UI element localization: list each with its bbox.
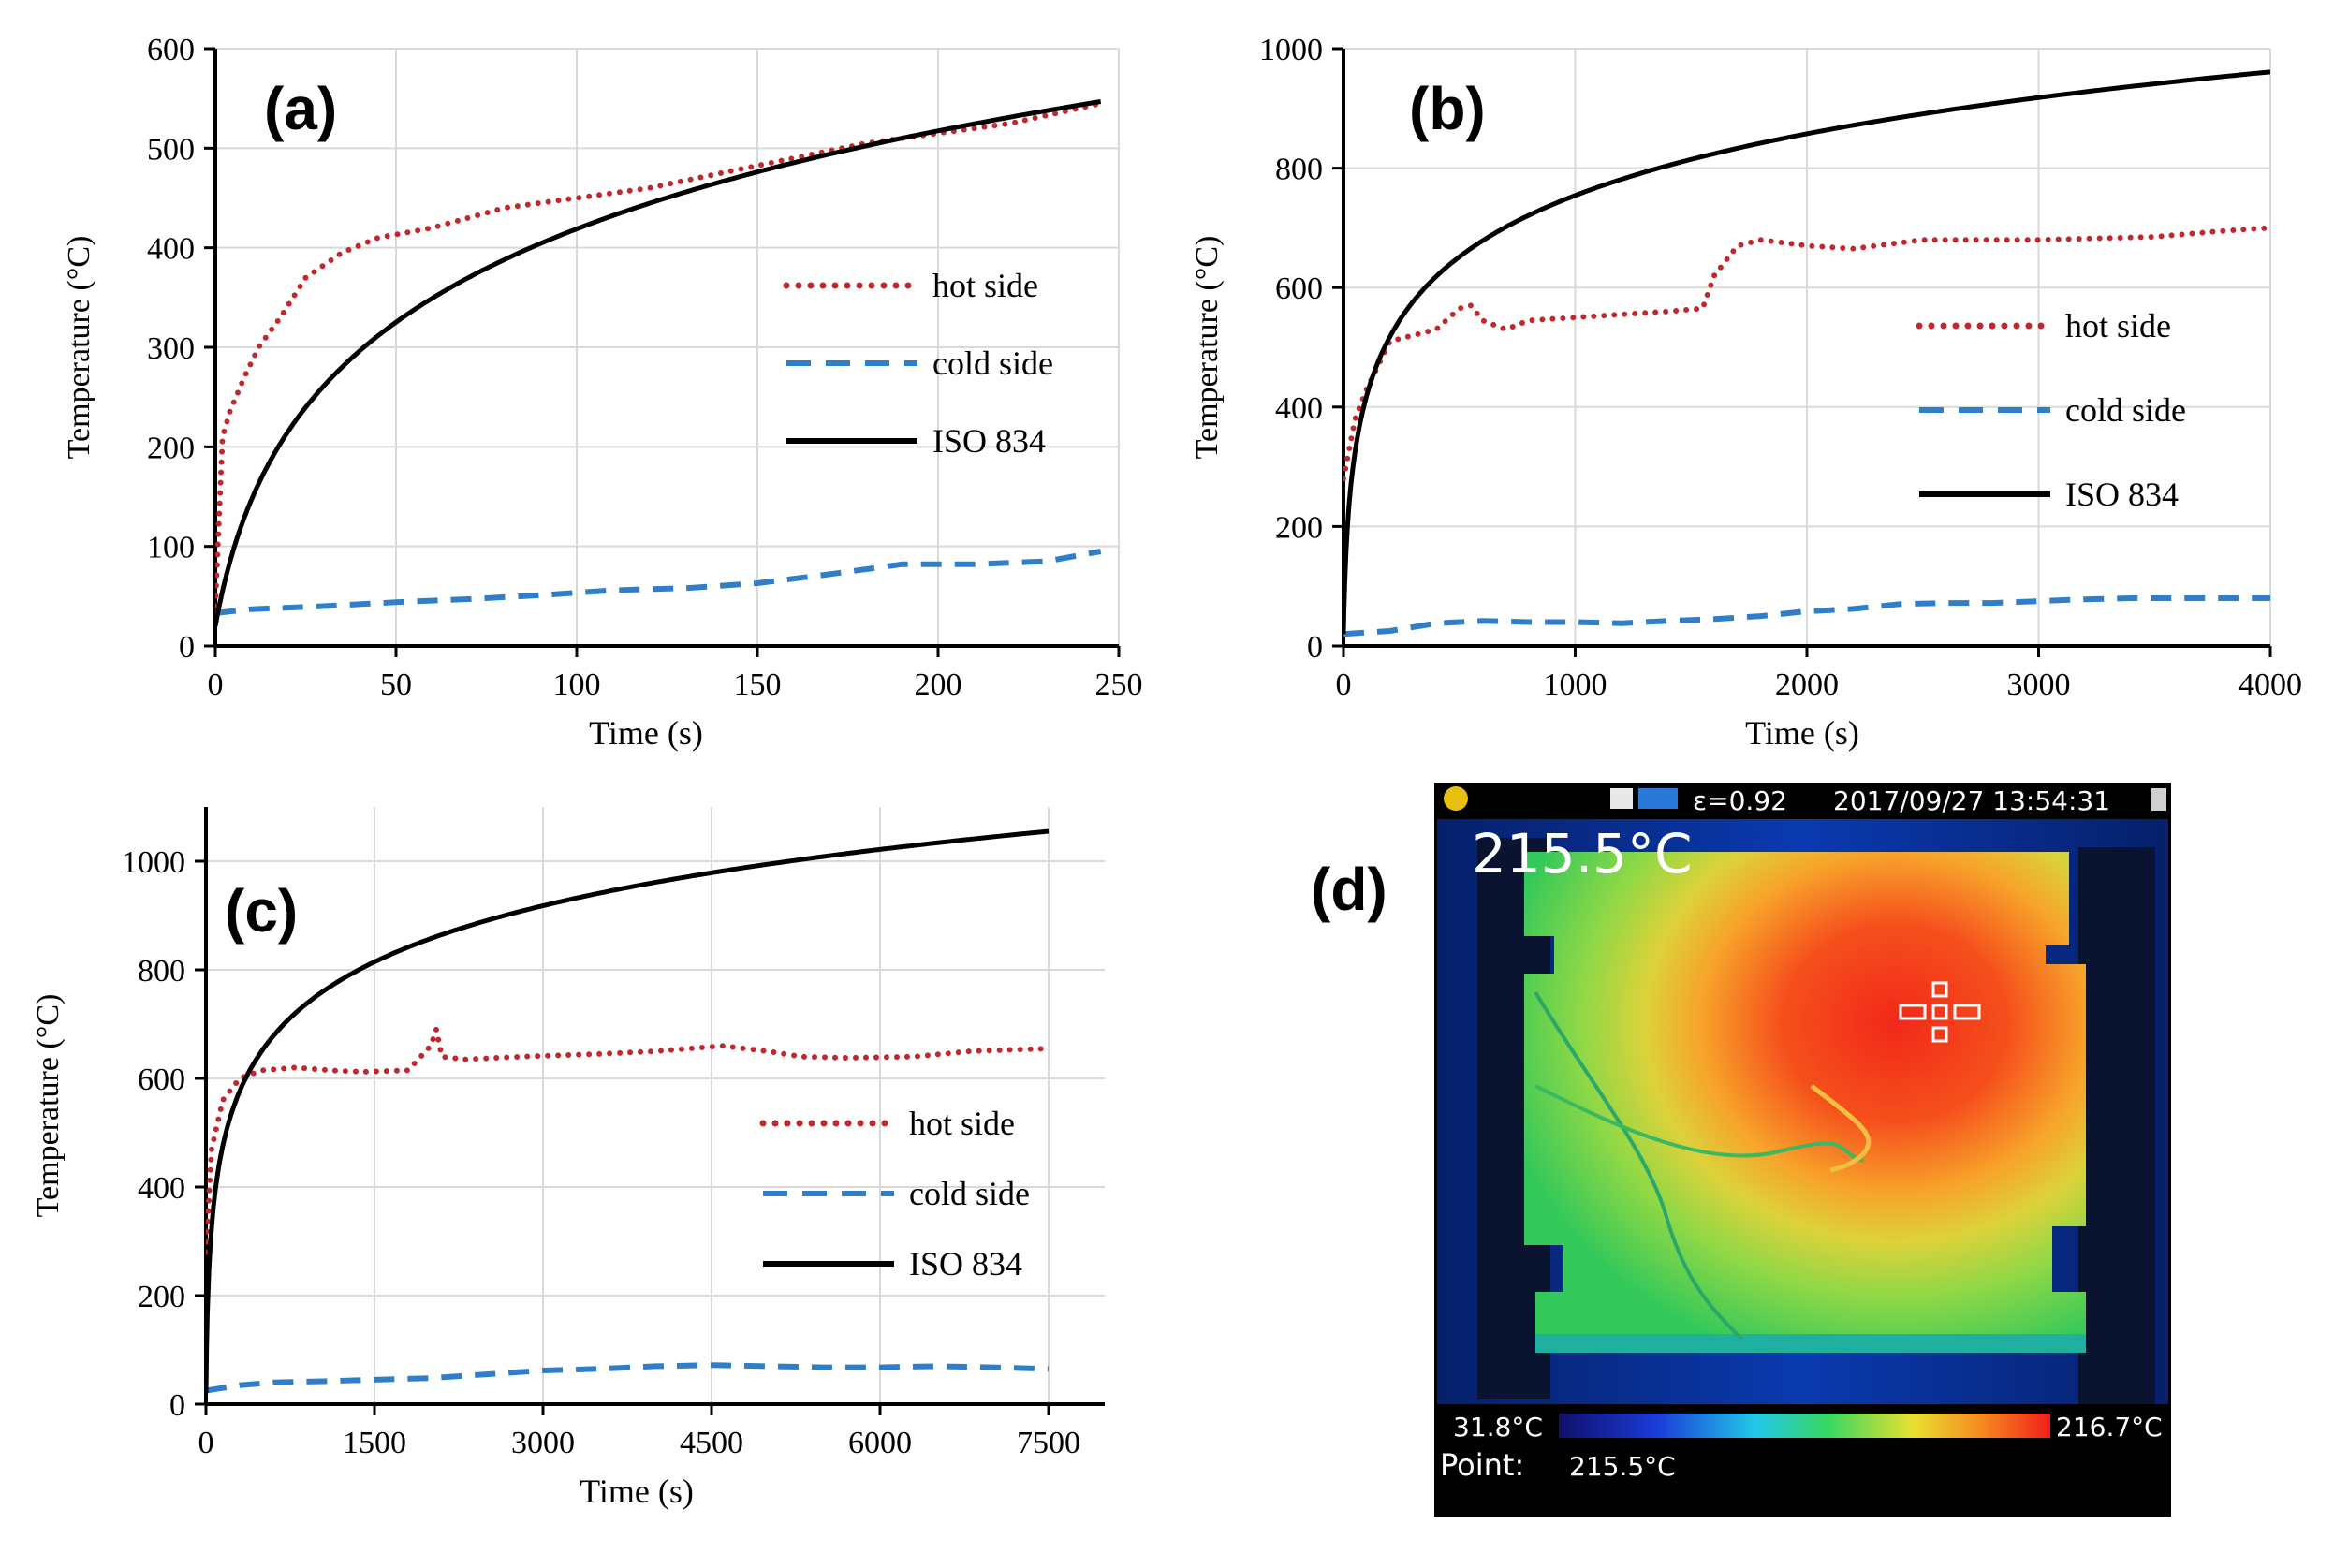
series-line-cold-side xyxy=(1343,595,2270,637)
thermocouple-wire-hot xyxy=(1810,1084,1872,1173)
legend-label-iso-834: ISO 834 xyxy=(932,422,1046,460)
legend-label-cold-side: cold side xyxy=(909,1175,1030,1212)
series-line-iso-834 xyxy=(206,828,1050,1395)
y-tick-label: 1000 xyxy=(122,845,185,880)
y-tick-label: 200 xyxy=(1275,510,1323,545)
color-scale-bar xyxy=(1559,1414,2050,1438)
thermocouple-wire xyxy=(1534,990,1743,1341)
panel-label: (b) xyxy=(1409,75,1486,142)
chart-panel-a: 0 100 200 300 400 500 600 0 50 100 150 200 250 Time (… xyxy=(62,33,1143,752)
y-tick-label: 0 xyxy=(1307,630,1323,665)
x-tick-label: 1000 xyxy=(1544,667,1607,702)
y-axis-title: Temperature (°C) xyxy=(62,236,96,460)
thermocouple-wire xyxy=(1534,1084,1864,1163)
x-tick-label: 150 xyxy=(734,667,782,702)
series-line-hot-side xyxy=(206,1026,1051,1255)
y-tick-label: 300 xyxy=(147,331,195,366)
x-tick-label: 50 xyxy=(380,667,412,702)
legend-label-cold-side: cold side xyxy=(2065,391,2186,429)
legend-label-hot-side: hot side xyxy=(909,1105,1015,1142)
plot-area xyxy=(1343,69,2270,637)
x-tick-label: 4500 xyxy=(680,1426,743,1460)
right-post xyxy=(2078,847,2155,1404)
x-tick-label: 0 xyxy=(198,1426,214,1460)
x-tick-label: 0 xyxy=(1336,667,1352,702)
legend-label-iso-834: ISO 834 xyxy=(2065,476,2179,513)
point-label: Point: xyxy=(1440,1447,1524,1483)
spot-temperature: 215.5°C xyxy=(1472,822,1693,886)
y-tick-label: 200 xyxy=(138,1280,185,1314)
x-tick-label: 250 xyxy=(1095,667,1143,702)
y-tick-label: 0 xyxy=(169,1388,185,1423)
y-axis-title: Temperature (°C) xyxy=(1190,236,1225,460)
legend-label-cold-side: cold side xyxy=(932,344,1053,382)
specimen-bottom-edge xyxy=(1535,1334,2086,1353)
y-tick-label: 800 xyxy=(1275,153,1323,187)
panel-label-d: (d) xyxy=(1311,856,1387,923)
camera-datetime: 2017/09/27 13:54:31 xyxy=(1833,785,2110,816)
series-line-iso-834 xyxy=(215,99,1102,628)
crosshair-icon xyxy=(1899,981,1981,1043)
x-tick-label: 0 xyxy=(208,667,224,702)
legend-label-hot-side: hot side xyxy=(2065,307,2171,344)
camera-brand-icon xyxy=(1444,786,1468,811)
x-axis-title: Time (s) xyxy=(589,714,703,752)
x-tick-label: 100 xyxy=(553,667,601,702)
series-line-hot-side xyxy=(1343,225,2270,482)
scale-max: 216.7°C xyxy=(2056,1412,2163,1443)
y-tick-label: 800 xyxy=(138,954,185,989)
y-tick-label: 0 xyxy=(179,630,195,665)
y-tick-label: 600 xyxy=(1275,271,1323,306)
legend-label-iso-834: ISO 834 xyxy=(909,1245,1022,1282)
record-icon xyxy=(2151,788,2166,811)
x-tick-label: 7500 xyxy=(1017,1426,1080,1460)
y-tick-label: 100 xyxy=(147,531,195,565)
y-tick-label: 200 xyxy=(147,431,195,465)
y-tick-label: 1000 xyxy=(1259,33,1323,67)
series-line-iso-834 xyxy=(1343,69,2270,637)
series-line-cold-side xyxy=(206,1362,1050,1394)
y-tick-label: 400 xyxy=(1275,391,1323,426)
panel-label: (a) xyxy=(264,75,337,142)
legend-label-hot-side: hot side xyxy=(932,267,1038,304)
x-axis-title: Time (s) xyxy=(1745,714,1859,752)
plot-area xyxy=(215,99,1104,628)
ta-icon xyxy=(1610,788,1633,809)
x-tick-label: 1500 xyxy=(343,1426,406,1460)
y-tick-label: 400 xyxy=(147,232,195,267)
scale-min: 31.8°C xyxy=(1453,1412,1543,1443)
thermal-image-panel: (d) ε=0.92 2017/09/27 13:54:31 215.5°C xyxy=(1311,783,2171,1517)
y-axis-title: Temperature (°C) xyxy=(31,994,66,1218)
chart-panel-c: 0 200 400 600 800 1000 0 1500 3000 4500 6000 7500 Ti… xyxy=(31,807,1105,1510)
x-axis-title: Time (s) xyxy=(580,1473,694,1510)
y-tick-label: 400 xyxy=(138,1171,185,1206)
x-tick-label: 6000 xyxy=(848,1426,912,1460)
y-tick-label: 600 xyxy=(147,33,195,67)
chart-panel-b: 0 200 400 600 800 1000 0 1000 2000 3000 4000 Time (… xyxy=(1190,33,2302,752)
heated-specimen xyxy=(1524,852,2086,1341)
emissivity-text: ε=0.92 xyxy=(1693,785,1787,816)
x-tick-label: 4000 xyxy=(2239,667,2302,702)
x-tick-label: 200 xyxy=(915,667,962,702)
point-value: 215.5°C xyxy=(1569,1451,1676,1482)
x-tick-label: 3000 xyxy=(2007,667,2071,702)
x-tick-label: 2000 xyxy=(1775,667,1839,702)
panel-label: (c) xyxy=(225,877,298,945)
y-tick-label: 600 xyxy=(138,1062,185,1097)
plot-area xyxy=(206,828,1051,1395)
x-tick-label: 3000 xyxy=(511,1426,575,1460)
series-line-cold-side xyxy=(215,549,1102,616)
y-tick-label: 500 xyxy=(147,132,195,167)
camera-status-bar xyxy=(1434,783,2171,818)
battery-icon xyxy=(1638,788,1678,809)
